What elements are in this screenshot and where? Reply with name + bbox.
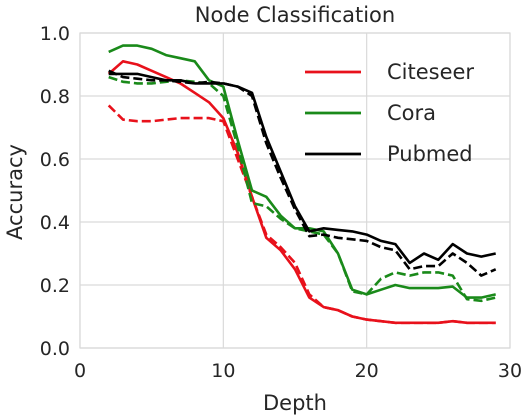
legend: Citeseer Cora Pubmed	[305, 60, 474, 166]
plot-area	[107, 44, 497, 325]
x-axis-ticks: 0 10 20 30	[74, 360, 522, 382]
series-line-pubmed-dashed	[108, 69, 497, 277]
legend-label-cora: Cora	[387, 101, 436, 125]
series-line-citeseer-dashed	[107, 104, 496, 325]
series-line-cora-solid	[108, 44, 496, 299]
y-tick-label: 0.8	[40, 86, 70, 108]
y-tick-label: 0.6	[40, 149, 70, 171]
series-line-cora-dashed	[108, 75, 496, 303]
x-tick-label: 10	[211, 360, 235, 382]
x-tick-label: 0	[74, 360, 86, 382]
y-axis-ticks: 0.0 0.2 0.4 0.6 0.8 1.0	[40, 23, 70, 360]
y-tick-label: 1.0	[40, 23, 70, 45]
x-axis-label: Depth	[263, 391, 327, 415]
legend-label-pubmed: Pubmed	[387, 142, 473, 166]
y-tick-label: 0.4	[40, 212, 70, 234]
x-tick-label: 20	[355, 360, 379, 382]
y-axis-label: Accuracy	[3, 144, 27, 240]
x-tick-label: 30	[498, 360, 522, 382]
y-tick-label: 0.2	[40, 275, 70, 297]
grid	[79, 32, 511, 349]
chart-title: Node Classification	[195, 3, 395, 27]
legend-label-citeseer: Citeseer	[387, 60, 474, 84]
series-line-citeseer-solid	[107, 59, 496, 325]
series-line-pubmed-solid	[108, 72, 496, 265]
plot-frame	[79, 32, 511, 349]
y-tick-label: 0.0	[40, 338, 70, 360]
